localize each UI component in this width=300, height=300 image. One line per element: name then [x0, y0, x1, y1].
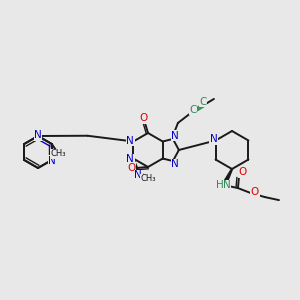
Text: N: N — [126, 136, 134, 146]
Text: N: N — [210, 134, 218, 145]
Text: C: C — [189, 105, 197, 115]
Text: O: O — [251, 187, 259, 197]
Text: H: H — [216, 180, 224, 190]
Text: N: N — [223, 180, 231, 190]
Text: N: N — [49, 156, 56, 166]
Text: O: O — [140, 113, 148, 123]
Text: N: N — [171, 131, 179, 141]
Text: O: O — [239, 167, 247, 177]
Polygon shape — [222, 169, 233, 186]
Text: C: C — [199, 97, 207, 107]
Text: CH₃: CH₃ — [50, 149, 66, 158]
Text: N: N — [126, 154, 134, 164]
Text: N: N — [134, 170, 142, 181]
Text: CH₃: CH₃ — [140, 174, 156, 183]
Text: N: N — [34, 130, 42, 140]
Text: N: N — [171, 159, 179, 169]
Text: O: O — [127, 163, 135, 173]
